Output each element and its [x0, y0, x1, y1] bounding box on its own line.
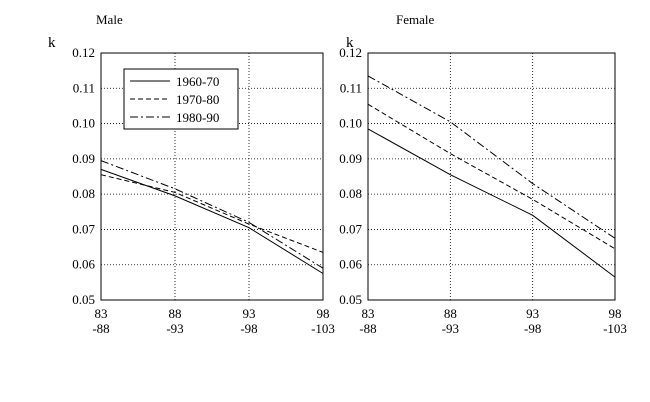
y-tick-label-male: 0.11 — [73, 80, 95, 95]
y-tick-label-male: 0.08 — [72, 186, 95, 201]
x-tick-label-female: -93 — [442, 321, 459, 336]
legend-label: 1960-70 — [176, 74, 219, 89]
x-tick-label-female: -103 — [603, 321, 627, 336]
series-line-male-1970-80 — [100, 174, 324, 253]
chart-female: Female k 0.05 0.06 0.07 0.08 0.09 0.10 0.11 0.1… — [339, 12, 627, 336]
y-tick-label-female: 0.09 — [339, 151, 362, 166]
y-tick-label-female: 0.12 — [339, 45, 362, 60]
legend-label: 1970-80 — [176, 92, 219, 107]
y-tick-label-male: 0.12 — [72, 45, 95, 60]
series-line-male-1960-70 — [100, 168, 324, 274]
x-tick-label-female: -98 — [524, 321, 541, 336]
y-axis-label-male: k — [48, 35, 56, 51]
series-line-male-1980-90 — [100, 160, 324, 269]
y-tick-label-female: 0.08 — [339, 186, 362, 201]
series-line-female-1970-80 — [367, 103, 616, 250]
plot-frame-male — [100, 52, 324, 301]
x-tick-label-female: -88 — [359, 321, 376, 336]
y-tick-label-male: 0.10 — [72, 116, 95, 131]
series-line-female-1960-70 — [367, 128, 616, 278]
x-tick-label-male: 88 — [169, 306, 182, 321]
plot-frame-female — [367, 52, 616, 301]
y-axis-label-female: k — [346, 35, 354, 51]
x-tick-label-male: 83 — [95, 306, 108, 321]
x-tick-label-male: -93 — [166, 321, 183, 336]
y-tick-label-male: 0.05 — [72, 292, 95, 307]
x-tick-label-male: -98 — [240, 321, 257, 336]
y-tick-label-male: 0.09 — [72, 151, 95, 166]
y-tick-label-female: 0.06 — [339, 257, 362, 272]
y-tick-label-female: 0.10 — [339, 116, 362, 131]
x-tick-label-male: 98 — [317, 306, 330, 321]
legend-label: 1980-90 — [176, 110, 219, 125]
x-tick-label-female: 98 — [609, 306, 622, 321]
chart-title-male: Male — [96, 12, 123, 27]
chart-male: Male k 0.05 0.06 0.07 0.08 0.09 0.10 0.11 0.12 8… — [48, 12, 335, 336]
x-tick-label-female: 93 — [526, 306, 539, 321]
y-tick-label-female: 0.11 — [340, 80, 362, 95]
x-tick-label-female: 83 — [362, 306, 375, 321]
y-tick-label-female: 0.07 — [339, 221, 362, 236]
y-tick-label-female: 0.05 — [339, 292, 362, 307]
x-tick-label-male: -88 — [92, 321, 109, 336]
x-tick-label-male: 93 — [243, 306, 256, 321]
y-tick-label-male: 0.06 — [72, 257, 95, 272]
x-tick-label-female: 88 — [444, 306, 457, 321]
chart-title-female: Female — [396, 12, 434, 27]
y-tick-label-male: 0.07 — [72, 221, 95, 236]
series-line-female-1980-90 — [367, 75, 616, 239]
legend: 1960-70 1970-80 1980-90 — [123, 68, 239, 130]
x-tick-label-male: -103 — [311, 321, 335, 336]
